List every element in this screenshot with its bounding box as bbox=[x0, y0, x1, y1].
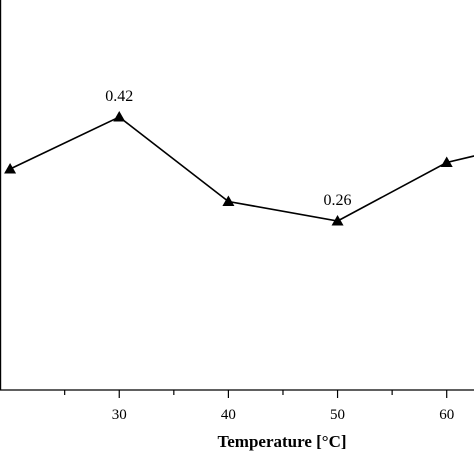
data-point-marker bbox=[113, 111, 126, 122]
series-line bbox=[9, 116, 474, 222]
x-tick-label: 40 bbox=[221, 407, 236, 423]
data-label: 0.26 bbox=[324, 192, 352, 209]
data-labels: 0.42 0.26 bbox=[105, 88, 351, 209]
x-tick-label: 50 bbox=[330, 407, 345, 423]
data-markers bbox=[4, 111, 453, 226]
x-axis-ticks bbox=[64, 390, 448, 398]
data-point-marker bbox=[222, 195, 235, 206]
x-tick-label: 30 bbox=[112, 407, 127, 423]
data-label: 0.42 bbox=[105, 88, 133, 105]
x-axis-tick-labels: 30 40 50 60 bbox=[112, 407, 454, 423]
data-point-marker bbox=[440, 156, 453, 167]
data-point-marker bbox=[331, 215, 344, 226]
x-tick-label: 60 bbox=[439, 407, 454, 423]
data-point-marker bbox=[4, 163, 17, 174]
x-axis-title: Temperature [°C] bbox=[217, 432, 346, 451]
